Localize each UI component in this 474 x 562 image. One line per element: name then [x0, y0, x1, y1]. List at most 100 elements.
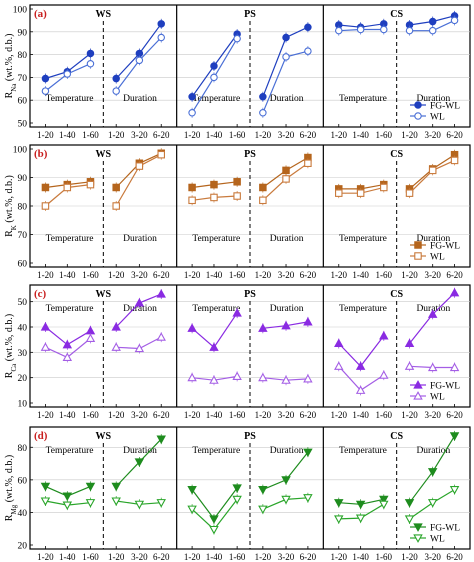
legend-label: FG-WL [430, 382, 460, 392]
data-point [334, 499, 344, 508]
section-label-temperature: Temperature [192, 94, 240, 104]
data-point [188, 183, 196, 192]
y-tick-label: 50 [18, 120, 28, 130]
x-tick-label: 6-20 [446, 270, 463, 280]
data-point [187, 323, 197, 332]
x-tick-label: 1-40 [206, 552, 223, 562]
data-point [112, 74, 120, 83]
section-label-duration: Duration [123, 94, 157, 104]
x-tick-label: 1-60 [229, 410, 246, 420]
data-point [356, 189, 365, 197]
data-point [427, 499, 438, 508]
data-point [156, 435, 166, 445]
legend-label: WL [430, 253, 445, 263]
y-axis-label: RCa (wt.%, d.b.) [4, 314, 18, 378]
data-point [379, 330, 389, 340]
legend-marker [413, 534, 423, 543]
data-point [303, 317, 313, 326]
x-tick-label: 6-20 [300, 130, 317, 140]
x-tick-label: 6-20 [446, 130, 463, 140]
data-point [41, 202, 50, 210]
x-tick-label: 1-20 [184, 552, 201, 562]
data-point [187, 486, 197, 495]
data-point [282, 175, 290, 183]
data-point [187, 505, 197, 515]
x-tick-label: 1-60 [376, 410, 393, 420]
y-tick-label: 90 [18, 28, 28, 38]
legend-marker [413, 380, 423, 389]
data-point [258, 486, 268, 495]
data-point [134, 500, 145, 510]
series-line [191, 499, 238, 531]
data-point [355, 361, 366, 370]
subplot-title: WS [96, 9, 112, 20]
data-point [134, 298, 145, 307]
subplot-title: PS [244, 289, 256, 300]
x-tick-label: 1-40 [352, 410, 369, 420]
data-point [135, 56, 144, 65]
section-label-temperature: Temperature [339, 94, 387, 104]
x-tick-label: 1-20 [184, 270, 201, 280]
panel-label: (b) [34, 148, 48, 160]
subplot-title: WS [96, 431, 112, 442]
x-tick-label: 1-20 [331, 552, 348, 562]
data-point [40, 497, 51, 506]
data-point [334, 515, 344, 524]
x-tick-label: 1-20 [37, 130, 54, 140]
data-point [259, 93, 267, 101]
series-line [262, 451, 309, 491]
x-tick-label: 1-20 [184, 410, 201, 420]
x-tick-label: 6-20 [446, 552, 463, 562]
x-tick-label: 1-20 [108, 270, 125, 280]
x-tick-label: 1-40 [352, 552, 369, 562]
data-point [355, 514, 366, 524]
x-tick-label: 1-20 [255, 410, 272, 420]
x-tick-label: 3-20 [278, 410, 295, 420]
legend-label: FG-WL [430, 102, 460, 112]
data-point [427, 309, 438, 318]
y-tick-label: 60 [18, 476, 28, 486]
section-label-temperature: Temperature [339, 304, 387, 314]
data-point [85, 333, 96, 342]
y-tick-label: 60 [18, 260, 28, 270]
data-point [188, 108, 196, 117]
legend-marker [414, 112, 422, 120]
subplot-title: PS [244, 9, 256, 20]
data-point [111, 342, 121, 351]
data-point [380, 25, 388, 34]
x-tick-label: 1-60 [229, 130, 246, 140]
data-point [112, 183, 120, 192]
subplot-title: PS [244, 149, 256, 160]
y-tick-label: 20 [18, 374, 28, 384]
legend-label: WL [430, 393, 445, 403]
legend-label: WL [430, 535, 445, 545]
x-tick-label: 1-20 [37, 270, 54, 280]
x-tick-label: 1-60 [82, 130, 99, 140]
panel-label: (d) [34, 430, 48, 442]
x-tick-label: 3-20 [131, 130, 148, 140]
x-tick-label: 1-60 [229, 270, 246, 280]
panel-1: 60 70 80 90 100 (b) WS Temperature Duration 1-20 1… [13, 144, 471, 280]
data-point [232, 308, 242, 317]
section-label-temperature: Temperature [46, 446, 94, 456]
x-tick-label: 1-40 [206, 130, 223, 140]
x-tick-label: 1-20 [37, 410, 54, 420]
data-point [427, 468, 438, 477]
y-tick-label: 30 [18, 349, 28, 359]
x-tick-label: 1-20 [401, 130, 418, 140]
x-tick-label: 6-20 [300, 410, 317, 420]
data-point [157, 150, 165, 159]
data-point [428, 166, 437, 175]
y-axis-label: RMg (wt.%, d.b.) [4, 455, 18, 521]
legend-marker [414, 252, 422, 260]
panel-label: (c) [34, 288, 47, 300]
legend-marker [414, 101, 422, 109]
data-point [41, 74, 50, 83]
data-point [209, 342, 219, 351]
data-point [428, 26, 437, 35]
legend-marker [414, 241, 422, 249]
y-tick-label: 70 [18, 74, 28, 84]
data-point [210, 62, 218, 70]
x-tick-label: 1-40 [59, 270, 76, 280]
x-tick-label: 1-20 [401, 270, 418, 280]
